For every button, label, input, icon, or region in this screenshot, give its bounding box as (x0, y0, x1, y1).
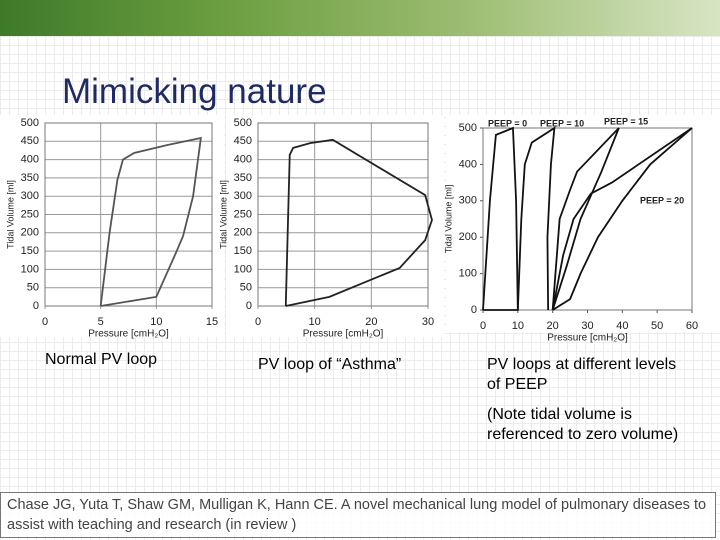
x-tick-label: 10 (150, 316, 162, 328)
x-tick-label: 40 (616, 320, 628, 332)
caption: PV loop of “Asthma” (258, 356, 402, 373)
y-tick-label: 250 (21, 208, 39, 220)
plot-frame (482, 127, 693, 311)
x-tick-label: 10 (309, 316, 321, 328)
y-tick-label: 400 (234, 154, 252, 166)
y-tick-label: 350 (234, 172, 252, 184)
x-tick-label: 30 (422, 316, 434, 328)
y-axis-label: Tidal Volume [ml] (5, 180, 15, 249)
x-tick-label: 20 (547, 320, 559, 332)
y-tick-label: 100 (459, 268, 477, 280)
y-tick-label: 300 (459, 195, 477, 207)
x-axis-label: Pressure [cmH₂O] (547, 333, 628, 344)
x-tick-label: 15 (206, 316, 218, 328)
y-tick-label: 0 (246, 300, 252, 312)
y-tick-label: 400 (21, 154, 39, 166)
plot-frame (257, 122, 429, 307)
caption: Normal PV loop (45, 351, 158, 368)
pv-loop (551, 127, 620, 311)
y-tick-label: 200 (234, 227, 252, 239)
x-tick-label: 60 (686, 320, 698, 332)
y-tick-label: 0 (471, 304, 477, 316)
y-tick-label: 50 (27, 282, 39, 294)
pv-loop (284, 138, 433, 307)
series-label: PEEP = 10 (540, 118, 584, 128)
y-tick-label: 50 (240, 282, 252, 294)
header-band (0, 0, 720, 36)
x-tick-label: 0 (42, 316, 48, 328)
x-tick-label: 10 (512, 320, 524, 332)
y-tick-label: 500 (459, 122, 477, 134)
x-tick-label: 20 (365, 316, 377, 328)
x-axis-label: Pressure [cmH₂O] (88, 329, 169, 340)
y-tick-label: 150 (234, 245, 252, 257)
y-tick-label: 450 (234, 135, 252, 147)
x-tick-label: 30 (581, 320, 593, 332)
y-tick-label: 400 (459, 158, 477, 170)
x-tick-label: 50 (651, 320, 663, 332)
pv-loop (551, 127, 693, 311)
chart-panel (0, 115, 224, 337)
y-tick-label: 500 (21, 117, 39, 129)
plot-frame (44, 122, 213, 307)
x-tick-label: 0 (255, 316, 261, 328)
series-label: PEEP = 0 (488, 118, 527, 128)
chart-panel (226, 115, 444, 337)
y-tick-label: 250 (234, 208, 252, 220)
y-tick-label: 300 (21, 190, 39, 202)
y-tick-label: 500 (234, 117, 252, 129)
pv-loop (99, 136, 202, 307)
y-axis-label: Tidal Volume [ml] (218, 180, 228, 249)
series-label: PEEP = 20 (640, 195, 684, 205)
x-axis-label: Pressure [cmH₂O] (303, 329, 384, 340)
y-tick-label: 200 (459, 231, 477, 243)
y-tick-label: 0 (33, 300, 39, 312)
citation: Chase JG, Yuta T, Shaw GM, Mulligan K, H… (0, 492, 716, 538)
pv-loop (482, 126, 519, 311)
y-tick-label: 450 (21, 135, 39, 147)
pv-loop (516, 126, 556, 311)
slide-title: Mimicking nature (62, 72, 327, 111)
caption: PV loops at different levels of PEEP (487, 356, 677, 393)
chart-panel (446, 115, 720, 332)
y-tick-label: 100 (234, 263, 252, 275)
y-tick-label: 300 (234, 190, 252, 202)
note: (Note tidal volume is referenced to zero… (487, 406, 679, 443)
y-tick-label: 150 (21, 245, 39, 257)
y-tick-label: 200 (21, 227, 39, 239)
y-tick-label: 350 (21, 172, 39, 184)
x-tick-label: 0 (480, 320, 486, 332)
y-tick-label: 100 (21, 263, 39, 275)
series-label: PEEP = 15 (604, 116, 648, 126)
y-axis-label: Tidal Volume [ml] (443, 185, 453, 254)
x-tick-label: 5 (98, 316, 104, 328)
